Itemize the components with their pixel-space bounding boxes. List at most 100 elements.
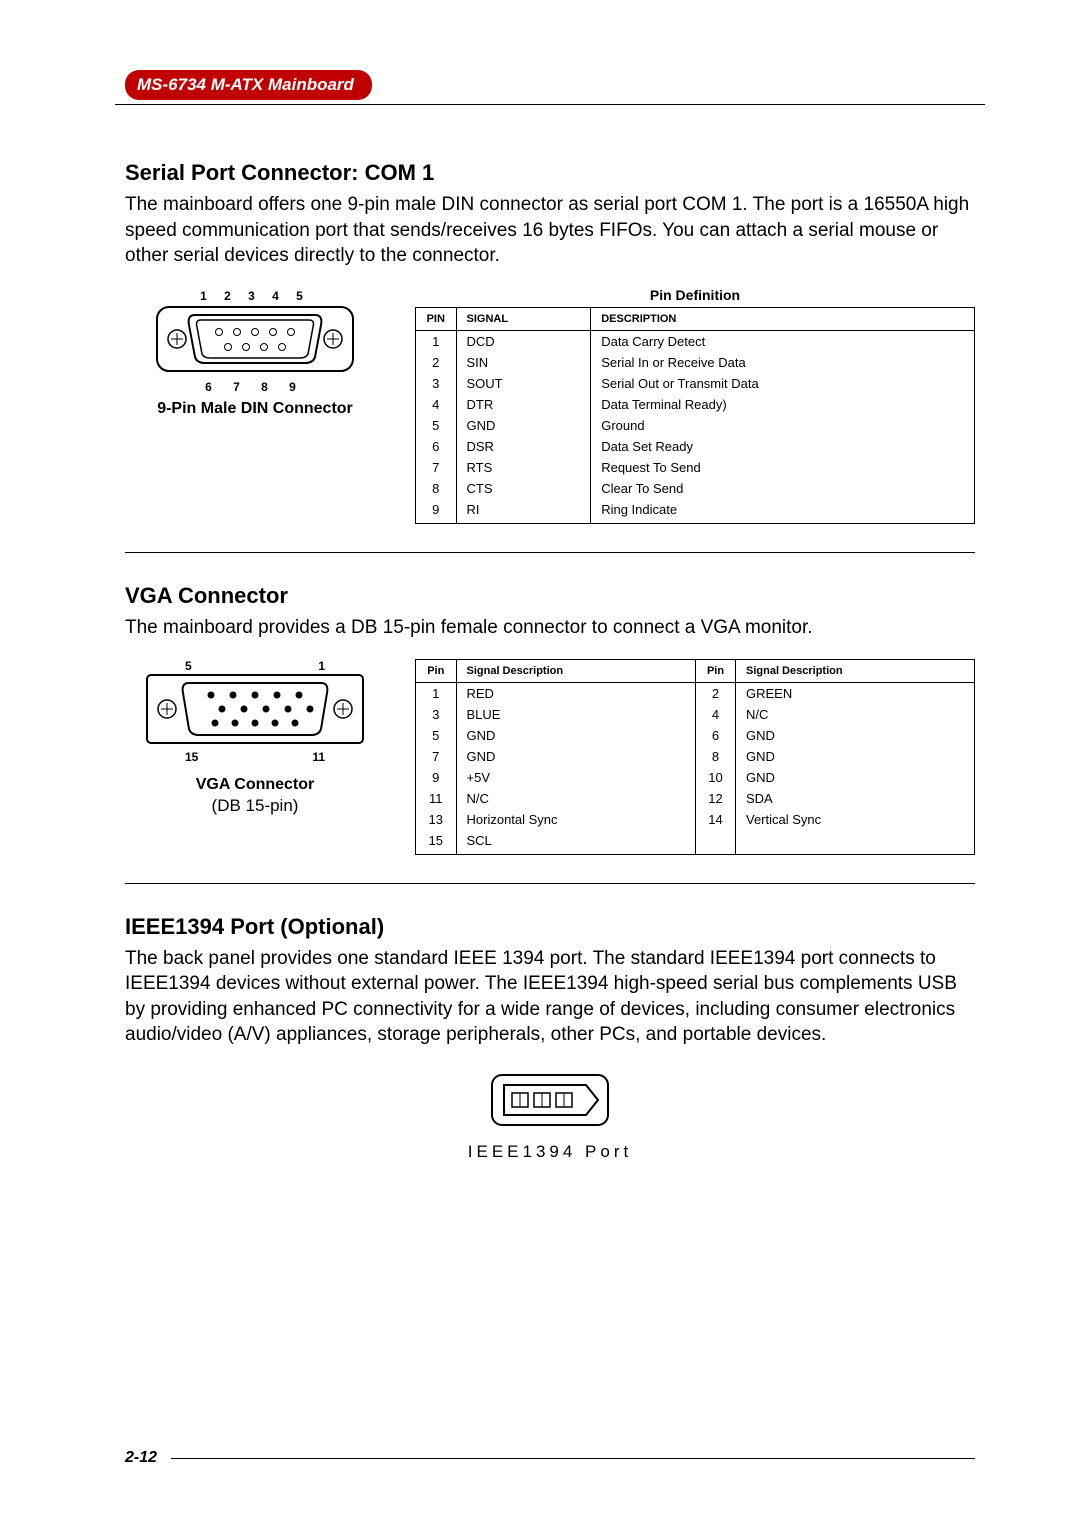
cell-pin: 7	[416, 457, 456, 478]
table-row: 15SCL	[416, 830, 974, 854]
divider-1	[125, 552, 975, 553]
ieee-body: The back panel provides one standard IEE…	[125, 946, 975, 1049]
serial-table-wrap: Pin Definition PIN SIGNAL DESCRIPTION 1D…	[415, 287, 975, 524]
divider-2	[125, 883, 975, 884]
cell-pin: 9	[416, 499, 456, 523]
serial-pin-table: PIN SIGNAL DESCRIPTION 1DCDData Carry De…	[416, 307, 974, 523]
cell-sig: GND	[736, 725, 975, 746]
vga-num-br: 11	[312, 750, 325, 764]
vga-diagram: 5 1 15 11 VGA Connector (DB 15-pin)	[125, 659, 385, 816]
cell-pin: 15	[416, 830, 456, 854]
cell-signal: CTS	[456, 478, 591, 499]
cell-signal: SOUT	[456, 373, 591, 394]
vga-num-bl: 15	[185, 750, 198, 764]
table-row: 13Horizontal Sync14Vertical Sync	[416, 809, 974, 830]
cell-pin: 3	[416, 704, 456, 725]
cell-pin: 14	[696, 809, 736, 830]
vga-connector-icon	[145, 673, 365, 745]
vga-connector-sublabel: (DB 15-pin)	[125, 796, 385, 816]
table-row: 9RIRing Indicate	[416, 499, 974, 523]
cell-pin: 1	[416, 682, 456, 704]
ieee1394-port-icon	[490, 1073, 610, 1127]
cell-pin: 12	[696, 788, 736, 809]
cell-pin: 2	[416, 352, 456, 373]
cell-desc: Data Terminal Ready)	[591, 394, 974, 415]
cell-desc: Serial Out or Transmit Data	[591, 373, 974, 394]
page-footer: 2-12	[125, 1449, 975, 1467]
cell-signal: DTR	[456, 394, 591, 415]
th-pin2: Pin	[696, 659, 736, 682]
th-sig1: Signal Description	[456, 659, 696, 682]
cell-sig: N/C	[736, 704, 975, 725]
vga-connector-label: VGA Connector	[125, 776, 385, 794]
vga-title: VGA Connector	[125, 583, 975, 609]
table-row: 4DTRData Terminal Ready)	[416, 394, 974, 415]
cell-sig: Horizontal Sync	[456, 809, 696, 830]
serial-bottom-nums: 6 7 8 9	[125, 380, 385, 394]
cell-signal: DSR	[456, 436, 591, 457]
ieee-diagram: IEEE1394 Port	[125, 1073, 975, 1162]
cell-pin: 13	[416, 809, 456, 830]
vga-num-tl: 5	[185, 659, 192, 673]
cell-sig: GND	[736, 767, 975, 788]
cell-sig: BLUE	[456, 704, 696, 725]
table-row: 7GND8GND	[416, 746, 974, 767]
cell-pin: 5	[416, 725, 456, 746]
cell-desc: Serial In or Receive Data	[591, 352, 974, 373]
cell-signal: RI	[456, 499, 591, 523]
cell-pin	[696, 830, 736, 854]
th-desc: DESCRIPTION	[591, 307, 974, 330]
cell-pin: 3	[416, 373, 456, 394]
vga-table-wrap: Pin Signal Description Pin Signal Descri…	[415, 659, 975, 855]
footer-rule	[171, 1458, 975, 1459]
cell-sig: N/C	[456, 788, 696, 809]
cell-pin: 7	[416, 746, 456, 767]
cell-pin: 11	[416, 788, 456, 809]
cell-desc: Data Carry Detect	[591, 330, 974, 352]
cell-signal: GND	[456, 415, 591, 436]
th-pin: PIN	[416, 307, 456, 330]
cell-pin: 8	[696, 746, 736, 767]
cell-desc: Clear To Send	[591, 478, 974, 499]
db9-connector-icon	[155, 305, 355, 373]
th-pin1: Pin	[416, 659, 456, 682]
cell-sig: GND	[736, 746, 975, 767]
th-sig2: Signal Description	[736, 659, 975, 682]
th-signal: SIGNAL	[456, 307, 591, 330]
vga-pin-table: Pin Signal Description Pin Signal Descri…	[416, 659, 974, 854]
ieee-title: IEEE1394 Port (Optional)	[125, 914, 975, 940]
cell-sig: GREEN	[736, 682, 975, 704]
cell-pin: 8	[416, 478, 456, 499]
cell-pin: 10	[696, 767, 736, 788]
table-row: 5GNDGround	[416, 415, 974, 436]
serial-title: Serial Port Connector: COM 1	[125, 160, 975, 186]
cell-pin: 4	[416, 394, 456, 415]
table-row: 7RTSRequest To Send	[416, 457, 974, 478]
table-row: 6DSRData Set Ready	[416, 436, 974, 457]
serial-connector-label: 9-Pin Male DIN Connector	[125, 400, 385, 418]
cell-sig: +5V	[456, 767, 696, 788]
table-row: 2SINSerial In or Receive Data	[416, 352, 974, 373]
cell-desc: Ring Indicate	[591, 499, 974, 523]
cell-desc: Data Set Ready	[591, 436, 974, 457]
cell-pin: 1	[416, 330, 456, 352]
cell-sig: Vertical Sync	[736, 809, 975, 830]
cell-signal: DCD	[456, 330, 591, 352]
table-row: 11N/C12SDA	[416, 788, 974, 809]
table-row: 3BLUE4N/C	[416, 704, 974, 725]
cell-pin: 6	[416, 436, 456, 457]
cell-pin: 6	[696, 725, 736, 746]
serial-top-nums: 1 2 3 4 5	[125, 289, 385, 303]
cell-signal: RTS	[456, 457, 591, 478]
vga-num-tr: 1	[318, 659, 325, 673]
cell-sig: GND	[456, 725, 696, 746]
serial-table-caption: Pin Definition	[415, 287, 975, 303]
cell-sig	[736, 830, 975, 854]
cell-pin: 4	[696, 704, 736, 725]
cell-sig: GND	[456, 746, 696, 767]
cell-pin: 9	[416, 767, 456, 788]
cell-desc: Ground	[591, 415, 974, 436]
table-row: 1DCDData Carry Detect	[416, 330, 974, 352]
table-row: 8CTSClear To Send	[416, 478, 974, 499]
cell-sig: SDA	[736, 788, 975, 809]
